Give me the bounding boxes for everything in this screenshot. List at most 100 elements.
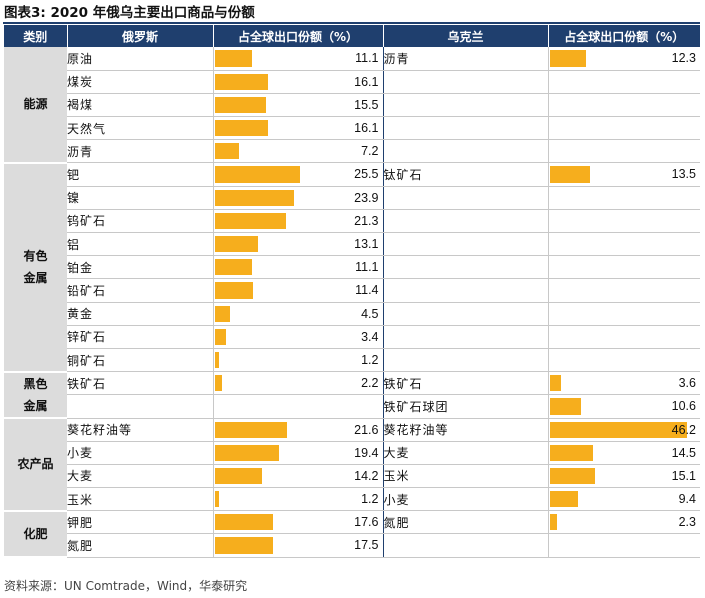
table-row: 玉米 1.2 小麦 9.4 <box>4 487 700 512</box>
russia-share-cell: 25.5 <box>213 162 384 187</box>
ukraine-share-value: 10.6 <box>671 399 696 414</box>
table-header-row: 类别 俄罗斯 占全球出口份额（%） 乌克兰 占全球出口份额（%） <box>4 25 700 47</box>
export-share-table: 类别 俄罗斯 占全球出口份额（%） 乌克兰 占全球出口份额（%） 能源 原油 11.… <box>4 25 700 559</box>
table-row: 有色 金属钯 25.5 钛矿石 13.5 <box>4 162 700 373</box>
russia-share-value: 2.2 <box>361 376 379 391</box>
russia-share-bar <box>214 189 294 206</box>
ukraine-commodity-name <box>383 278 549 303</box>
category-cell: 化肥 <box>4 510 67 559</box>
russia-share-value: 14.2 <box>354 468 379 483</box>
russia-share-bar <box>214 120 268 137</box>
russia-share-bar <box>214 514 273 531</box>
ukraine-share-cell: 14.5 <box>548 441 700 465</box>
russia-share-value: 21.3 <box>354 213 379 228</box>
russia-share-value: 17.6 <box>354 515 379 530</box>
russia-commodity-name: 铂金 <box>67 255 214 280</box>
russia-share-bar <box>214 467 262 485</box>
russia-commodity-name: 钾肥 <box>67 510 214 535</box>
ukraine-share-cell: 15.1 <box>548 464 700 489</box>
russia-share-cell: 14.2 <box>213 464 384 489</box>
ukraine-share-cell <box>548 533 700 558</box>
russia-share-cell: 11.1 <box>213 47 384 71</box>
russia-share-bar <box>214 50 252 67</box>
ukraine-share-cell: 3.6 <box>548 371 700 396</box>
ukraine-share-bar <box>549 375 561 392</box>
russia-commodity-name: 原油 <box>67 47 214 71</box>
russia-share-value: 11.4 <box>355 283 379 298</box>
russia-share-bar <box>214 328 226 345</box>
ukraine-share-cell: 46.2 <box>548 418 700 442</box>
russia-commodity-name: 铝 <box>67 232 214 257</box>
ukraine-share-bar <box>549 444 593 461</box>
russia-share-value: 23.9 <box>354 190 379 205</box>
russia-share-bar <box>214 421 287 438</box>
russia-share-bar <box>214 166 300 183</box>
russia-share-value: 16.1 <box>354 121 379 136</box>
russia-commodity-name: 小麦 <box>67 441 214 465</box>
table-row: 天然气 16.1 <box>4 116 700 141</box>
russia-share-cell: 17.6 <box>213 510 384 535</box>
title-divider <box>3 22 700 24</box>
source-note: 资料来源：UN Comtrade，Wind，华泰研究 <box>4 579 248 593</box>
russia-share-cell: 7.2 <box>213 139 384 164</box>
ukraine-share-bar <box>549 467 595 485</box>
category-cell: 能源 <box>4 47 67 164</box>
category-cell: 农产品 <box>4 418 67 512</box>
ukraine-commodity-name <box>383 186 549 210</box>
table-row: 铁矿石球团 10.6 <box>4 394 700 419</box>
russia-commodity-name: 锌矿石 <box>67 325 214 349</box>
table-row: 钨矿石 21.3 <box>4 209 700 234</box>
russia-share-value: 16.1 <box>354 74 379 89</box>
figure-title: 图表3: 2020 年俄乌主要出口商品与份额 <box>4 5 255 21</box>
table-row: 铜矿石 1.2 <box>4 348 700 373</box>
ukraine-commodity-name <box>383 70 549 94</box>
russia-share-cell: 2.2 <box>213 371 384 396</box>
ukraine-share-cell <box>548 93 700 118</box>
table-row: 农产品 葵花籽油等 21.6 葵花籽油等 46.2 <box>4 418 700 512</box>
russia-share-value: 11.1 <box>355 51 379 65</box>
russia-commodity-name: 钨矿石 <box>67 209 214 234</box>
russia-share-bar <box>214 351 219 369</box>
ukraine-commodity-name: 氮肥 <box>383 510 549 535</box>
table-row: 沥青 7.2 <box>4 139 700 164</box>
russia-commodity-name: 镍 <box>67 186 214 210</box>
ukraine-share-value: 3.6 <box>678 376 696 391</box>
russia-share-bar <box>214 143 239 160</box>
ukraine-share-cell <box>548 232 700 257</box>
russia-share-cell <box>213 394 384 419</box>
ukraine-commodity-name <box>383 348 549 373</box>
table-body: 能源 原油 11.1 沥青 12.3 煤炭 16.1 褐煤 15.5 天然气 16.1 沥青 7.2 有色… <box>4 47 700 559</box>
russia-share-bar <box>214 96 266 114</box>
russia-share-value: 13.1 <box>354 237 379 251</box>
ukraine-share-cell: 10.6 <box>548 394 700 419</box>
russia-share-bar <box>214 259 252 276</box>
russia-share-value: 17.5 <box>354 538 379 553</box>
russia-share-value: 1.2 <box>361 352 379 367</box>
header-ukraine: 乌克兰 <box>383 25 549 47</box>
ukraine-commodity-name: 大麦 <box>383 441 549 465</box>
table-row: 黑色 金属 铁矿石 2.2 铁矿石 3.6 <box>4 371 700 420</box>
ukraine-share-value: 14.5 <box>671 445 696 460</box>
ukraine-share-value: 12.3 <box>671 51 696 65</box>
russia-commodity-name: 褐煤 <box>67 93 214 118</box>
table-row: 铅矿石 11.4 <box>4 278 700 303</box>
ukraine-commodity-name: 葵花籽油等 <box>383 418 549 442</box>
ukraine-share-cell <box>548 209 700 234</box>
table-row: 煤炭 16.1 <box>4 70 700 94</box>
russia-share-value: 11.1 <box>355 260 379 275</box>
russia-share-bar <box>214 236 258 253</box>
ukraine-share-bar <box>549 50 586 67</box>
russia-commodity-name: 大麦 <box>67 464 214 489</box>
russia-share-bar <box>214 305 230 322</box>
table-row: 能源 原油 11.1 沥青 12.3 <box>4 47 700 164</box>
ukraine-share-bar <box>549 491 578 508</box>
ukraine-share-bar <box>549 398 581 415</box>
ukraine-commodity-name <box>383 139 549 164</box>
russia-share-value: 25.5 <box>354 167 379 182</box>
header-ukraine-share: 占全球出口份额（%） <box>548 25 700 47</box>
category-cell: 黑色 金属 <box>4 371 67 420</box>
ukraine-share-cell <box>548 186 700 210</box>
ukraine-commodity-name <box>383 255 549 280</box>
russia-share-value: 3.4 <box>361 329 379 344</box>
ukraine-share-bar <box>549 166 590 183</box>
